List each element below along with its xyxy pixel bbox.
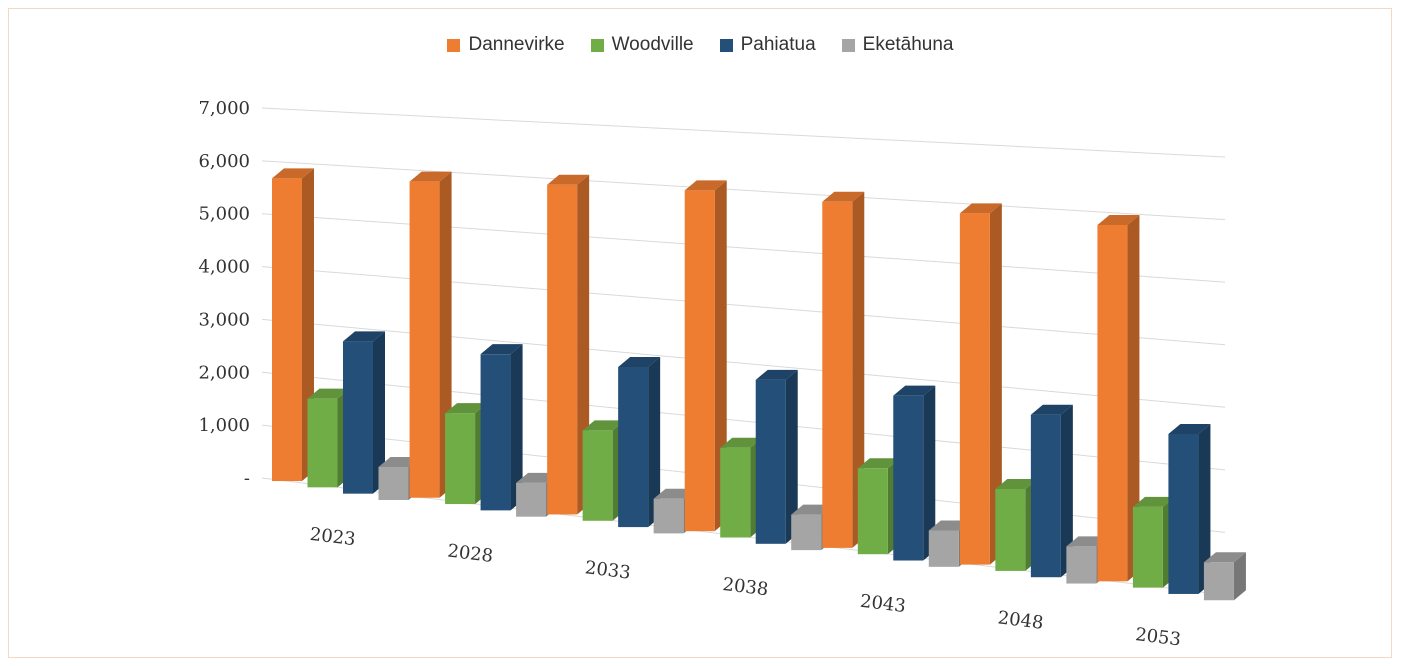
bar-dannevirke-2033 — [547, 185, 577, 515]
bar-dannevirke-2023 — [272, 178, 302, 481]
bar-ekethuna-2053 — [1204, 562, 1234, 600]
x-tick-label: 2033 — [584, 557, 632, 583]
gridline — [262, 214, 1225, 282]
bar-ekethuna-2033 — [654, 499, 684, 534]
x-tick-label: 2048 — [997, 607, 1045, 633]
bar-pahiatua-2048 — [1031, 415, 1061, 578]
bar-dannevirke-2048 — [960, 213, 990, 564]
bar-pahiatua-2043 — [893, 396, 923, 561]
y-tick-label: 5,000 — [198, 204, 250, 225]
bar-woodville-2043 — [858, 468, 888, 554]
bar-pahiatua-2028 — [481, 354, 511, 510]
y-tick-label: 3,000 — [198, 309, 250, 330]
y-tick-label: 7,000 — [198, 98, 250, 119]
bar-pahiatua-2023 — [343, 341, 373, 493]
bar-woodville-2033 — [583, 430, 613, 520]
gridline — [262, 108, 1225, 157]
bar-ekethuna-2048 — [1066, 546, 1096, 583]
bar-pahiatua-2038 — [756, 380, 786, 544]
bar-dannevirke-2038 — [685, 190, 715, 531]
bar-pahiatua-2033 — [618, 367, 648, 527]
bar-woodville-2038 — [720, 448, 750, 538]
bar-ekethuna-2028 — [516, 483, 546, 517]
bar-woodville-2053 — [1133, 507, 1163, 588]
bar-dannevirke-2053 — [1097, 225, 1127, 581]
x-tick-label: 2053 — [1134, 624, 1182, 650]
x-tick-label: 2023 — [309, 524, 357, 550]
bar-woodville-2023 — [308, 399, 338, 488]
y-tick-label: - — [244, 468, 250, 489]
bar-woodville-2028 — [445, 413, 475, 504]
bar-dannevirke-2028 — [410, 182, 440, 498]
gridline — [262, 161, 1225, 220]
bar-ekethuna-2038 — [791, 515, 821, 551]
y-tick-label: 1,000 — [198, 415, 250, 436]
bar-ekethuna-2023 — [379, 467, 409, 500]
bar-ekethuna-2043 — [929, 530, 959, 566]
bar-woodville-2048 — [995, 489, 1025, 571]
y-tick-label: 2,000 — [198, 362, 250, 383]
bar-dannevirke-2043 — [822, 202, 852, 548]
x-tick-label: 2038 — [721, 574, 769, 600]
y-tick-label: 4,000 — [198, 257, 250, 278]
x-tick-label: 2028 — [446, 541, 494, 567]
y-tick-label: 6,000 — [198, 151, 250, 172]
bar-pahiatua-2053 — [1168, 434, 1198, 594]
x-tick-label: 2043 — [859, 591, 907, 617]
